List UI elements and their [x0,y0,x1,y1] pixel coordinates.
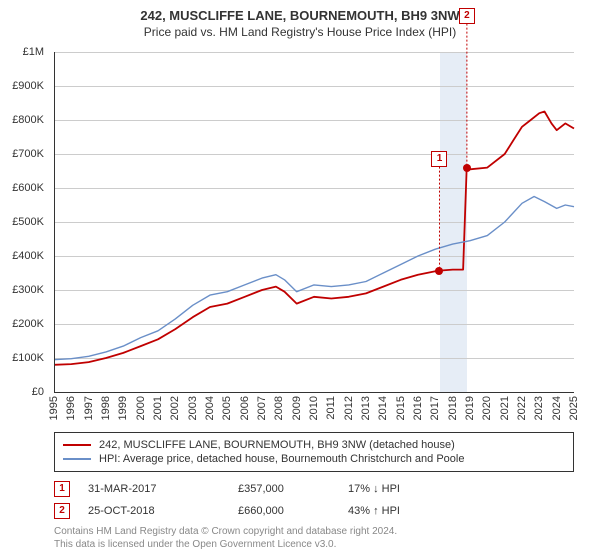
legend-box: 242, MUSCLIFFE LANE, BOURNEMOUTH, BH9 3N… [54,432,574,472]
xtick-label: 2018 [447,396,459,420]
ytick-label: £500K [0,216,44,228]
xtick-label: 2020 [481,396,493,420]
xtick-label: 1998 [100,396,112,420]
xtick-label: 1995 [48,396,60,420]
chart-container: 242, MUSCLIFFE LANE, BOURNEMOUTH, BH9 3N… [0,0,600,560]
sale-dot-1 [435,267,443,275]
sales-price-2: £660,000 [238,505,348,517]
sales-diff-2: 43% ↑ HPI [348,505,468,517]
sale-dot-2 [463,164,471,172]
xtick-label: 2008 [273,396,285,420]
xtick-label: 2005 [221,396,233,420]
chart-subtitle: Price paid vs. HM Land Registry's House … [0,23,600,45]
ytick-label: £400K [0,250,44,262]
xtick-label: 2023 [533,396,545,420]
xtick-label: 2013 [360,396,372,420]
xtick-label: 2012 [343,396,355,420]
xtick-label: 1996 [65,396,77,420]
xtick-label: 2006 [239,396,251,420]
xtick-label: 2001 [152,396,164,420]
ytick-label: £1M [0,46,44,58]
xtick-label: 2000 [135,396,147,420]
sale-marker-box-2: 2 [459,8,475,24]
legend-swatch-hpi [63,458,91,460]
sale-marker-box-1: 1 [431,151,447,167]
xtick-label: 2017 [429,396,441,420]
footer-attribution: Contains HM Land Registry data © Crown c… [54,525,574,551]
chart-plot-area: 12 £0£100K£200K£300K£400K£500K£600K£700K… [54,52,574,392]
xtick-label: 2004 [204,396,216,420]
xtick-label: 1999 [117,396,129,420]
sales-diff-1: 17% ↓ HPI [348,483,468,495]
xtick-label: 2009 [291,396,303,420]
sales-price-1: £357,000 [238,483,348,495]
legend-item-property: 242, MUSCLIFFE LANE, BOURNEMOUTH, BH9 3N… [63,438,565,452]
xtick-label: 2024 [551,396,563,420]
xtick-label: 2007 [256,396,268,420]
xtick-label: 2022 [516,396,528,420]
y-axis-line [54,52,55,392]
series-lines [54,52,574,392]
sales-date-2: 25-OCT-2018 [88,505,238,517]
series-line-property [54,112,574,365]
ytick-label: £0 [0,386,44,398]
sales-marker-1: 1 [54,481,70,497]
ytick-label: £100K [0,352,44,364]
ytick-label: £900K [0,80,44,92]
legend-label-property: 242, MUSCLIFFE LANE, BOURNEMOUTH, BH9 3N… [99,439,455,451]
xtick-label: 2010 [308,396,320,420]
ytick-label: £800K [0,114,44,126]
xtick-label: 1997 [83,396,95,420]
xtick-label: 2015 [395,396,407,420]
ytick-label: £200K [0,318,44,330]
xtick-label: 2025 [568,396,580,420]
xtick-label: 2003 [187,396,199,420]
xtick-label: 2016 [412,396,424,420]
ytick-label: £600K [0,182,44,194]
x-axis-line [54,392,574,393]
legend-swatch-property [63,444,91,446]
footer-line-2: This data is licensed under the Open Gov… [54,538,574,551]
chart-title: 242, MUSCLIFFE LANE, BOURNEMOUTH, BH9 3N… [0,0,600,23]
xtick-label: 2011 [325,396,337,420]
ytick-label: £300K [0,284,44,296]
footer-line-1: Contains HM Land Registry data © Crown c… [54,525,574,538]
sales-row-2: 2 25-OCT-2018 £660,000 43% ↑ HPI [54,500,574,522]
sales-marker-2: 2 [54,503,70,519]
series-line-hpi [54,197,574,360]
ytick-label: £700K [0,148,44,160]
xtick-label: 2002 [169,396,181,420]
sales-table: 1 31-MAR-2017 £357,000 17% ↓ HPI 2 25-OC… [54,478,574,522]
sales-row-1: 1 31-MAR-2017 £357,000 17% ↓ HPI [54,478,574,500]
sales-date-1: 31-MAR-2017 [88,483,238,495]
xtick-label: 2014 [377,396,389,420]
xtick-label: 2019 [464,396,476,420]
xtick-label: 2021 [499,396,511,420]
legend-item-hpi: HPI: Average price, detached house, Bour… [63,452,565,466]
legend-label-hpi: HPI: Average price, detached house, Bour… [99,453,464,465]
